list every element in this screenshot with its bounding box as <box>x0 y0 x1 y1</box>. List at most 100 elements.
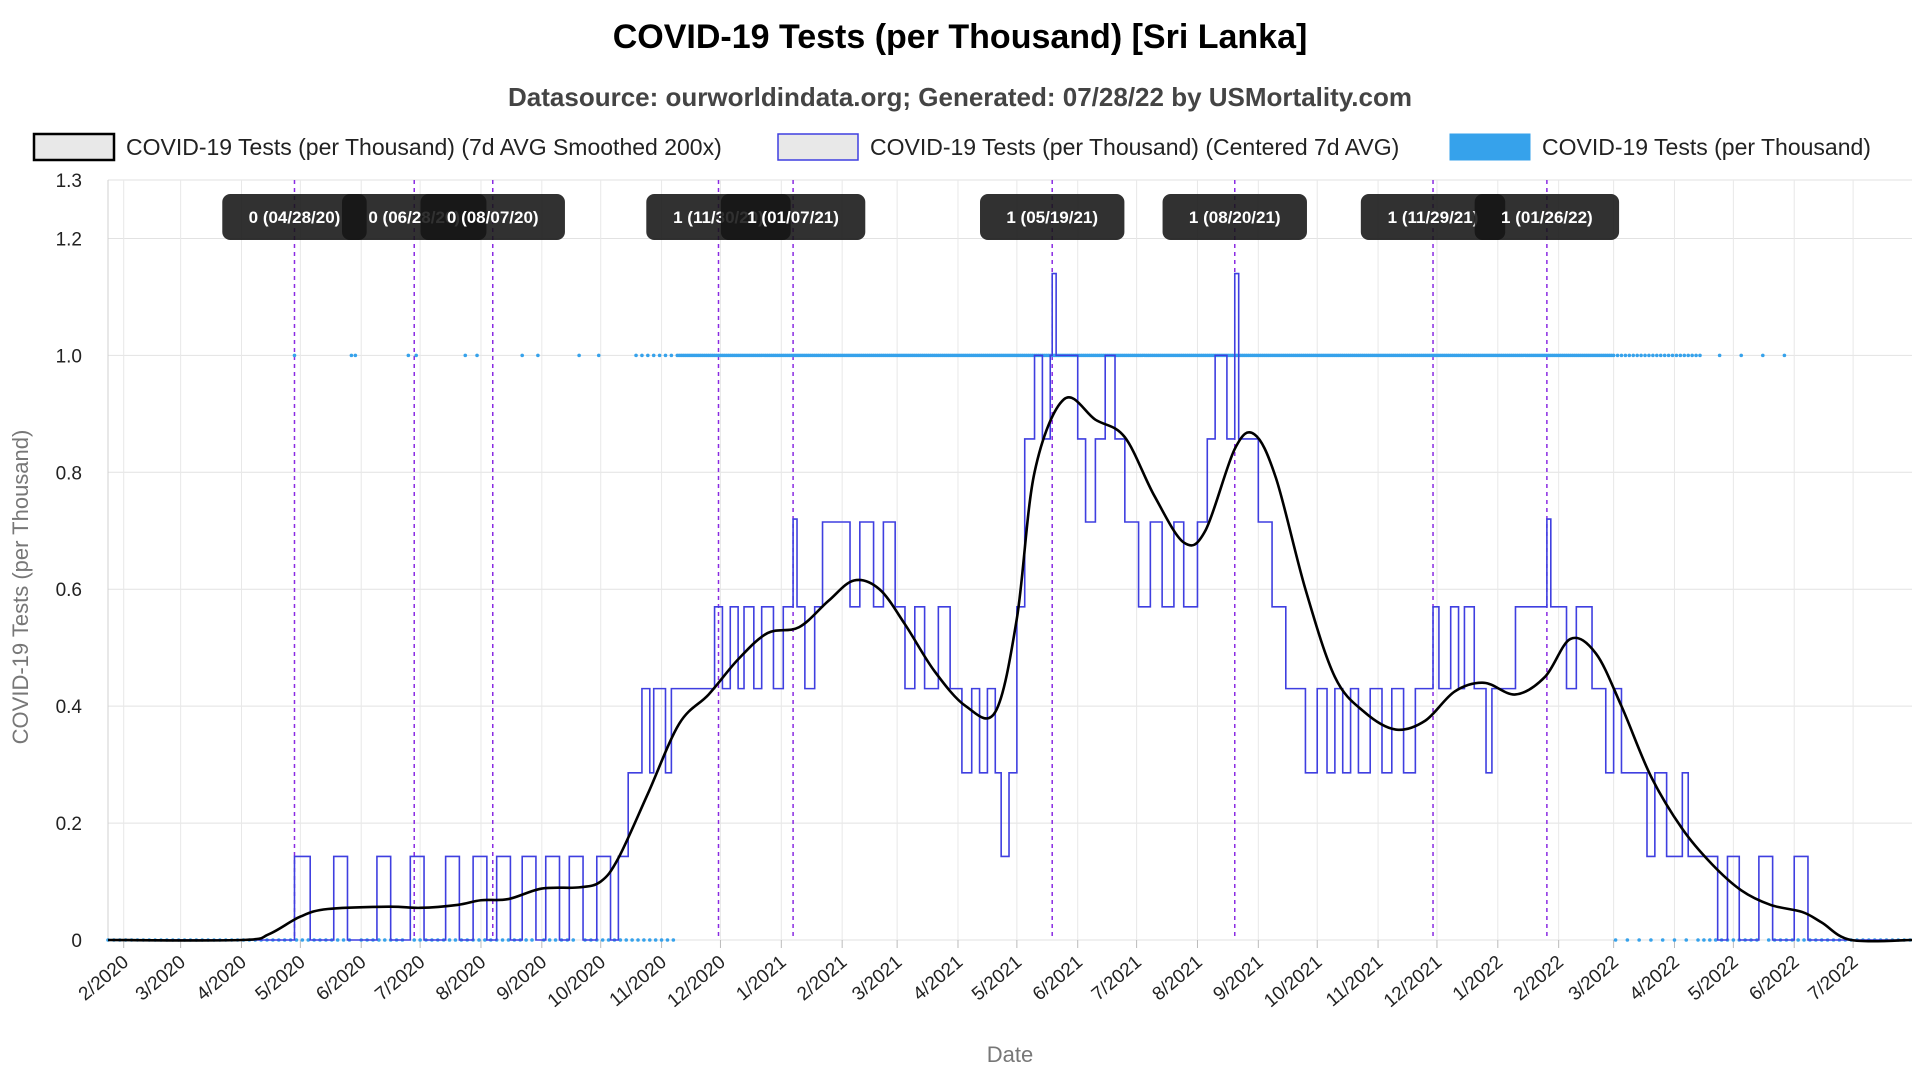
daily-point <box>418 938 422 942</box>
annotation-label: 1 (11/29/21) <box>1360 194 1506 240</box>
daily-point <box>1698 353 1702 358</box>
daily-point <box>506 938 511 942</box>
daily-point <box>1613 938 1618 942</box>
x-tick-label: 10/2020 <box>544 952 610 1012</box>
svg-text:1 (08/20/21): 1 (08/20/21) <box>1189 208 1281 227</box>
daily-point <box>483 938 487 942</box>
x-tick-label: 6/2021 <box>1029 952 1087 1005</box>
daily-point <box>636 938 640 942</box>
legend-item[interactable]: COVID-19 Tests (per Thousand) (Centered … <box>777 133 1399 161</box>
daily-point <box>647 938 652 942</box>
x-tick-label: 11/2020 <box>606 952 671 1011</box>
daily-point <box>642 938 646 942</box>
legend-swatch <box>32 132 116 162</box>
daily-point <box>577 353 581 358</box>
daily-point <box>475 353 479 358</box>
daily-point <box>671 938 676 942</box>
y-tick-label: 0.6 <box>56 580 82 601</box>
centered-7d-line <box>108 272 1912 941</box>
x-tick-label: 7/2022 <box>1804 952 1862 1005</box>
y-tick-label: 0.8 <box>56 463 82 484</box>
x-tick-label: 2/2021 <box>793 952 851 1005</box>
daily-point <box>1643 353 1647 358</box>
y-axis-ticks: 0 0.2 0.4 0.6 0.8 1.0 1.2 1.3 <box>56 171 83 952</box>
legend-item[interactable]: COVID-19 Tests (per Thousand) <box>1449 133 1871 161</box>
daily-point <box>663 353 668 358</box>
y-tick-label: 0 <box>71 931 82 952</box>
daily-point <box>341 938 346 942</box>
x-tick-label: 4/2021 <box>909 952 967 1005</box>
svg-text:1 (01/26/22): 1 (01/26/22) <box>1501 208 1593 227</box>
annotation-label: 1 (05/19/21) <box>980 194 1125 240</box>
daily-point <box>651 353 656 358</box>
daily-point <box>1619 353 1624 358</box>
daily-point <box>1717 353 1722 358</box>
legend-item[interactable]: COVID-19 Tests (per Thousand) (7d AVG Sm… <box>32 132 722 162</box>
x-tick-label: 8/2020 <box>432 952 490 1005</box>
x-tick-label: 10/2021 <box>1260 952 1326 1012</box>
daily-point <box>1674 353 1679 358</box>
daily-point <box>1615 353 1620 358</box>
y-tick-label: 0.2 <box>56 814 82 835</box>
x-tick-label: 5/2021 <box>968 952 1026 1005</box>
daily-point <box>1708 938 1712 942</box>
daily-point <box>353 353 358 358</box>
legend-label: COVID-19 Tests (per Thousand) (Centered … <box>870 134 1399 160</box>
daily-point <box>1686 353 1691 358</box>
daily-point <box>1684 938 1689 942</box>
daily-point <box>477 938 481 942</box>
svg-text:0 (04/28/20): 0 (04/28/20) <box>249 208 341 227</box>
series-smoothed <box>107 396 1913 943</box>
annotation-label: 1 (01/07/21) <box>720 194 866 240</box>
legend-swatch <box>1449 133 1531 161</box>
x-axis-label: Date <box>987 1042 1033 1067</box>
annotation-label: 0 (08/07/20) <box>420 194 565 240</box>
x-tick-label: 7/2021 <box>1088 952 1146 1005</box>
daily-point <box>1796 938 1800 942</box>
daily-point <box>1647 353 1651 358</box>
svg-text:1 (01/07/21): 1 (01/07/21) <box>747 208 839 227</box>
daily-point <box>524 938 528 942</box>
daily-point <box>1690 353 1694 358</box>
daily-point <box>292 353 297 358</box>
daily-point <box>349 353 354 358</box>
daily-point <box>669 353 674 358</box>
annotation-label: 0 (04/28/20) <box>222 194 367 240</box>
daily-point <box>530 938 534 942</box>
daily-point <box>1655 353 1659 358</box>
x-tick-label: 5/2020 <box>252 952 310 1005</box>
daily-point <box>1731 938 1736 942</box>
daily-point <box>335 938 340 942</box>
y-tick-label: 1.0 <box>56 346 82 367</box>
daily-point <box>1766 938 1771 942</box>
y-axis-label: COVID-19 Tests (per Thousand) <box>8 430 33 745</box>
daily-point <box>547 938 552 942</box>
daily-point <box>596 353 601 358</box>
series-centered-7d <box>108 272 1912 941</box>
daily-point <box>1637 938 1641 942</box>
daily-point <box>414 353 418 358</box>
daily-point <box>1623 353 1628 358</box>
x-tick-label: 5/2022 <box>1685 952 1743 1005</box>
annotation-lines <box>293 180 1548 940</box>
svg-text:1 (05/19/21): 1 (05/19/21) <box>1006 208 1098 227</box>
daily-point <box>630 938 634 942</box>
daily-point <box>453 938 458 942</box>
daily-point <box>659 938 664 942</box>
x-tick-label: 3/2022 <box>1565 952 1623 1005</box>
legend-label: COVID-19 Tests (per Thousand) <box>1542 134 1871 160</box>
y-tick-label: 1.2 <box>56 229 82 250</box>
daily-point <box>1713 938 1718 942</box>
daily-point <box>1649 938 1653 942</box>
annotation-label: 1 (08/20/21) <box>1162 194 1307 240</box>
daily-point <box>1660 938 1665 942</box>
x-tick-label: 3/2020 <box>132 952 190 1005</box>
annotation-labels: 0 (04/28/20) 0 (06/28/20)0 (08/07/20) 1 (1… <box>222 194 1620 240</box>
legend: COVID-19 Tests (per Thousand) (7d AVG Sm… <box>32 132 1871 162</box>
series-daily-scatter <box>106 353 1912 942</box>
daily-point <box>640 353 644 358</box>
daily-point <box>657 353 662 358</box>
chart-title: COVID-19 Tests (per Thousand) [Sri Lanka… <box>613 18 1308 56</box>
